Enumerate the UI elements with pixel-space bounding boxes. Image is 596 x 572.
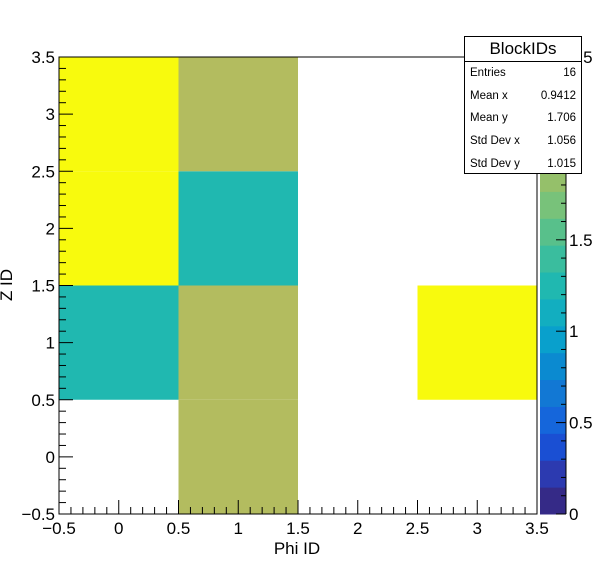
stats-row-mean-y: Mean y 1.706	[465, 107, 581, 130]
y-tick-label: 3.5	[31, 48, 55, 67]
stats-label: Entries	[470, 62, 506, 85]
stats-box: BlockIDs Entries 16 Mean x 0.9412 Mean y…	[464, 36, 582, 174]
y-tick-label: −0.5	[21, 505, 55, 524]
stats-title: BlockIDs	[465, 37, 581, 62]
heatmap-cell	[418, 286, 538, 400]
y-tick-label: 3	[46, 105, 55, 124]
stats-label: Std Dev x	[470, 130, 520, 153]
heatmap-cell	[179, 286, 299, 400]
stats-value: 1.015	[547, 153, 576, 176]
palette-swatch	[540, 245, 566, 272]
x-tick-label: 2.5	[406, 519, 430, 538]
heatmap-cell	[179, 400, 299, 514]
stats-value: 16	[563, 62, 576, 85]
y-tick-label: 0	[46, 448, 55, 467]
stats-value: 0.9412	[541, 85, 576, 108]
z-tick-label: 0.5	[569, 414, 593, 433]
palette-swatch	[540, 218, 566, 245]
palette-swatch	[540, 460, 566, 487]
stats-label: Mean y	[470, 107, 508, 130]
palette-swatch	[540, 191, 566, 218]
z-tick-label: 0	[569, 505, 578, 524]
x-tick-label: 2	[353, 519, 362, 538]
palette-swatch	[540, 487, 566, 514]
palette-swatch	[540, 406, 566, 433]
heatmap-cell	[59, 286, 179, 400]
z-tick-label: 1.5	[569, 231, 593, 250]
heatmap-cell	[59, 171, 179, 285]
stats-label: Std Dev y	[470, 153, 520, 176]
y-tick-label: 1	[46, 334, 55, 353]
stats-row-stddev-x: Std Dev x 1.056	[465, 130, 581, 153]
x-axis-label: Phi ID	[274, 539, 320, 558]
stats-value: 1.706	[547, 107, 576, 130]
y-tick-label: 0.5	[31, 391, 55, 410]
stats-row-stddev-y: Std Dev y 1.015	[465, 153, 581, 176]
palette-swatch	[540, 380, 566, 407]
palette-swatch	[540, 353, 566, 380]
x-tick-label: 3.5	[525, 519, 549, 538]
y-axis-label: Z ID	[0, 269, 16, 301]
stats-row-mean-x: Mean x 0.9412	[465, 85, 581, 108]
stats-value: 1.056	[547, 130, 576, 153]
palette-swatch	[540, 433, 566, 460]
y-tick-label: 2	[46, 219, 55, 238]
heatmap-cell	[179, 57, 299, 171]
y-tick-label: 2.5	[31, 162, 55, 181]
x-tick-label: 0	[114, 519, 123, 538]
x-tick-label: 3	[473, 519, 482, 538]
x-tick-label: 1.5	[286, 519, 310, 538]
y-tick-label: 1.5	[31, 277, 55, 296]
z-tick-label: 1	[569, 322, 578, 341]
x-tick-label: 1	[234, 519, 243, 538]
x-tick-label: 0.5	[167, 519, 191, 538]
heatmap-cell	[59, 57, 179, 171]
heatmap-cell	[179, 171, 299, 285]
stats-label: Mean x	[470, 85, 508, 108]
stats-row-entries: Entries 16	[465, 62, 581, 85]
